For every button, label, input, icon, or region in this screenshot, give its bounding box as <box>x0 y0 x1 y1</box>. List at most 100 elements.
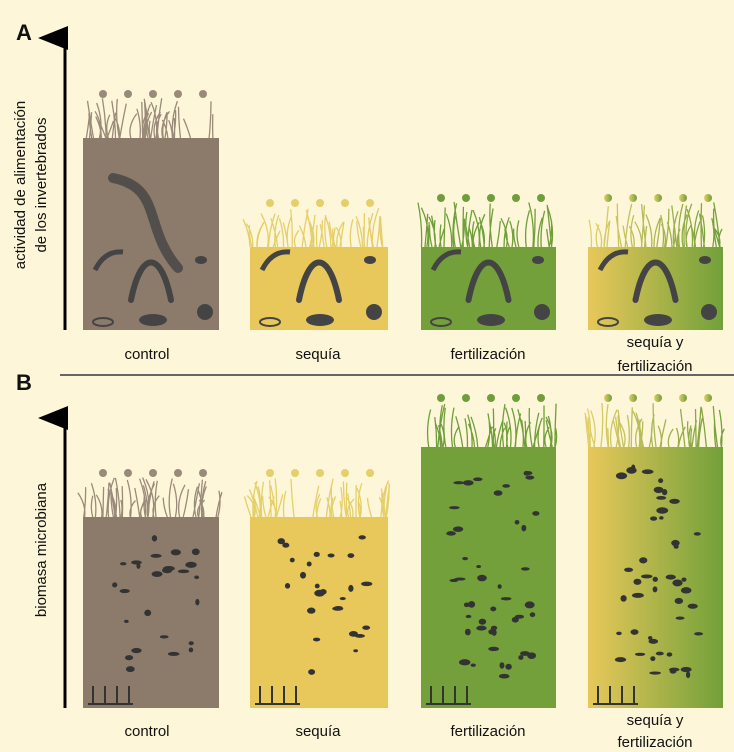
microbe <box>666 652 673 657</box>
microbe <box>523 470 530 476</box>
microbe <box>150 553 162 558</box>
grass <box>417 201 554 248</box>
microbe <box>136 563 141 569</box>
microbe <box>500 597 512 601</box>
microbe <box>162 566 175 571</box>
flower <box>704 394 712 402</box>
microbe <box>529 612 536 618</box>
y-axis-label: de los invertebrados <box>33 117 50 252</box>
microbe <box>527 652 537 660</box>
microbe <box>505 663 512 670</box>
worm <box>296 259 342 303</box>
microbe <box>194 575 200 580</box>
flower <box>366 469 374 477</box>
flower <box>124 469 132 477</box>
microbe <box>306 561 312 567</box>
microbe <box>454 577 466 581</box>
larva <box>430 317 452 327</box>
flower <box>437 394 445 402</box>
microbe <box>470 663 476 667</box>
soil <box>421 447 556 708</box>
microbe <box>177 569 190 574</box>
centipede <box>597 249 629 272</box>
woodlouse <box>477 314 505 326</box>
microbe <box>514 614 525 619</box>
microbe <box>191 548 200 556</box>
snail <box>701 304 717 320</box>
column-label: fertilización <box>450 346 525 363</box>
flower <box>99 469 107 477</box>
column-label: sequía y <box>627 334 684 351</box>
centipede <box>92 249 124 272</box>
microbe <box>348 584 354 592</box>
microbe <box>477 574 487 582</box>
microbe <box>630 629 639 635</box>
flower <box>604 194 612 202</box>
microbe <box>339 597 346 601</box>
column-label: sequía <box>295 723 341 740</box>
beetle <box>699 256 711 264</box>
microbe <box>151 571 163 577</box>
larva <box>259 317 281 327</box>
microbe <box>634 652 646 656</box>
microbe <box>616 631 622 636</box>
soil <box>83 138 219 330</box>
microbe <box>652 576 658 582</box>
microbe <box>514 519 520 525</box>
flower <box>537 194 545 202</box>
roots <box>426 686 471 705</box>
grass <box>77 477 223 518</box>
microbe <box>497 584 502 589</box>
microbe <box>358 535 366 540</box>
illustrations <box>77 90 725 708</box>
beetle <box>532 256 544 264</box>
microbe <box>307 607 316 614</box>
microbe <box>360 581 373 587</box>
microbe <box>458 659 471 666</box>
microbe <box>650 516 658 521</box>
larva <box>92 317 114 327</box>
microbe <box>673 544 679 549</box>
microbe <box>615 472 628 480</box>
microbe <box>520 567 530 571</box>
flower <box>487 194 495 202</box>
microbe <box>333 605 343 610</box>
microbe <box>188 641 194 646</box>
microbe <box>488 646 500 652</box>
worm <box>632 259 679 303</box>
microbe <box>462 556 469 561</box>
microbe <box>319 589 327 595</box>
microbe <box>502 484 511 488</box>
column-label: control <box>124 346 169 363</box>
microbe <box>499 662 505 669</box>
microbe <box>650 656 656 662</box>
microbe <box>448 506 460 510</box>
flower <box>512 394 520 402</box>
microbe <box>520 651 530 656</box>
microbe <box>631 464 636 471</box>
flower <box>679 194 687 202</box>
microbe <box>490 606 497 612</box>
microbe <box>685 671 691 679</box>
microbe <box>521 524 527 532</box>
flower <box>99 90 107 98</box>
microbe <box>493 490 503 496</box>
column-label: fertilización <box>450 723 525 740</box>
microbe <box>641 469 654 475</box>
microbe <box>649 671 661 675</box>
snail <box>534 304 550 320</box>
microbe <box>125 666 135 673</box>
microbe <box>468 601 476 608</box>
microbe <box>624 567 634 572</box>
microbe <box>490 625 498 631</box>
flower <box>679 394 687 402</box>
microbe <box>498 673 510 679</box>
microbe <box>314 583 320 589</box>
microbe <box>327 553 335 558</box>
microbe <box>446 531 456 536</box>
flower <box>316 469 324 477</box>
microbe <box>633 578 642 585</box>
microbe <box>693 532 701 536</box>
roots <box>255 686 300 705</box>
flower <box>199 90 207 98</box>
